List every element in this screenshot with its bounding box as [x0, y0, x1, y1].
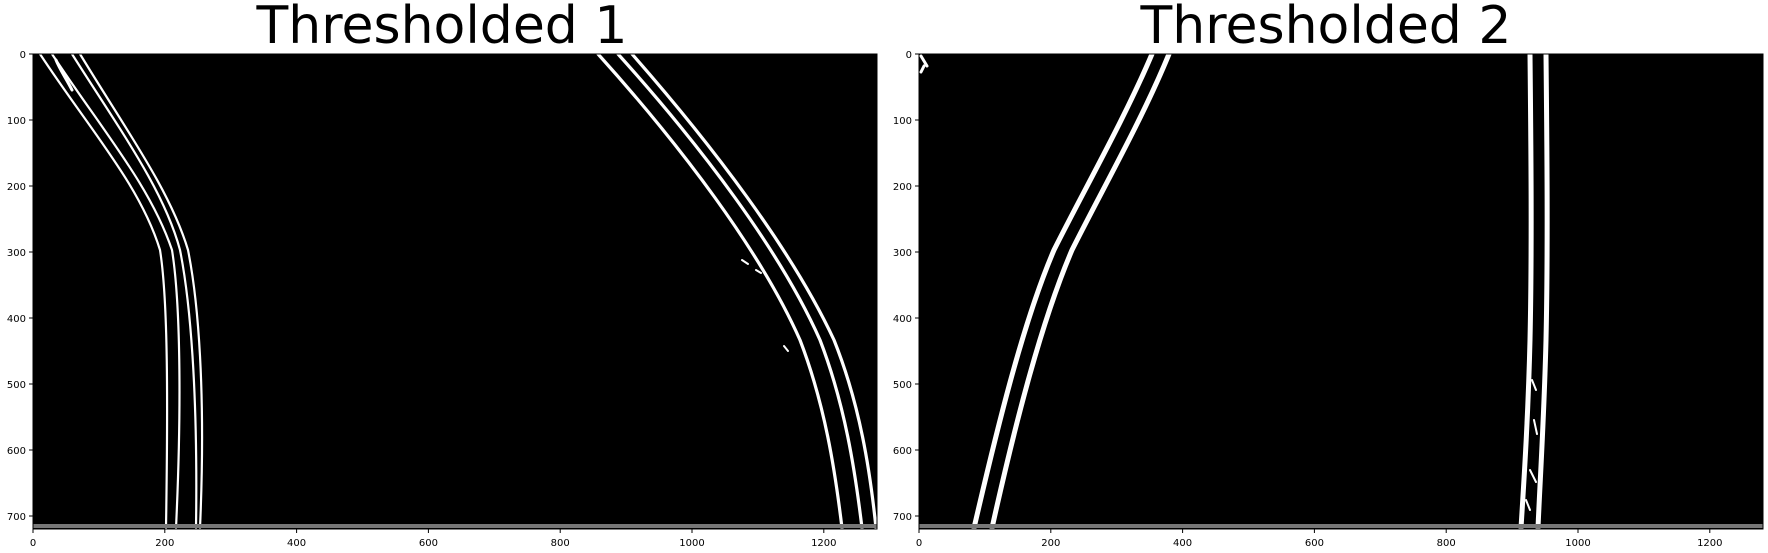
panel-title: Thresholded 2	[1140, 0, 1512, 56]
x-axis: 0 200 400 600 800 1000 1200	[916, 529, 1723, 549]
y-tick-label: 200	[7, 182, 26, 193]
y-tick-label: 700	[893, 512, 912, 523]
x-tick-label: 600	[1305, 538, 1324, 549]
x-tick-label: 1000	[1565, 538, 1590, 549]
x-tick-label: 400	[287, 538, 306, 549]
y-tick-label: 200	[893, 182, 912, 193]
left-lane-markings	[919, 51, 1172, 531]
y-tick-label: 0	[20, 50, 26, 61]
right-lane-markings	[596, 52, 878, 530]
x-tick-label: 1000	[679, 538, 704, 549]
y-axis: 0 100 200 300 400 500 600 700	[893, 50, 919, 523]
y-tick-label: 500	[893, 380, 912, 391]
x-tick-label: 0	[916, 538, 922, 549]
x-tick-label: 600	[419, 538, 438, 549]
y-tick-label: 600	[7, 446, 26, 457]
x-tick-label: 1200	[811, 538, 836, 549]
thresholded-image-1: 0 200 400 600 800 1000 1200 0 100 200 30…	[7, 50, 878, 549]
y-tick-label: 100	[7, 116, 26, 127]
x-tick-label: 800	[1437, 538, 1456, 549]
binary-image	[919, 54, 1763, 529]
binary-image	[33, 54, 877, 529]
y-tick-label: 300	[893, 248, 912, 259]
y-tick-label: 700	[7, 512, 26, 523]
x-tick-label: 800	[551, 538, 570, 549]
y-tick-label: 100	[893, 116, 912, 127]
x-axis: 0 200 400 600 800 1000 1200	[30, 529, 837, 549]
x-tick-label: 1200	[1697, 538, 1722, 549]
x-tick-label: 400	[1173, 538, 1192, 549]
right-lane-markings	[1518, 51, 1550, 531]
y-tick-label: 0	[906, 50, 912, 61]
x-tick-label: 0	[30, 538, 36, 549]
y-tick-label: 300	[7, 248, 26, 259]
panel-title: Thresholded 1	[256, 0, 628, 56]
y-tick-label: 600	[893, 446, 912, 457]
y-tick-label: 400	[7, 314, 26, 325]
left-lane-markings	[38, 52, 204, 530]
thresholded-image-2: 0 200 400 600 800 1000 1200 0 100 200 30…	[893, 50, 1764, 549]
panel-thresholded-2: Thresholded 2 0 200 400 600	[884, 0, 1768, 553]
x-tick-label: 200	[1041, 538, 1060, 549]
panel-thresholded-1: Thresholded 1	[7, 0, 878, 549]
y-tick-label: 500	[7, 380, 26, 391]
y-tick-label: 400	[893, 314, 912, 325]
x-tick-label: 200	[155, 538, 174, 549]
y-axis: 0 100 200 300 400 500 600 700	[7, 50, 33, 523]
